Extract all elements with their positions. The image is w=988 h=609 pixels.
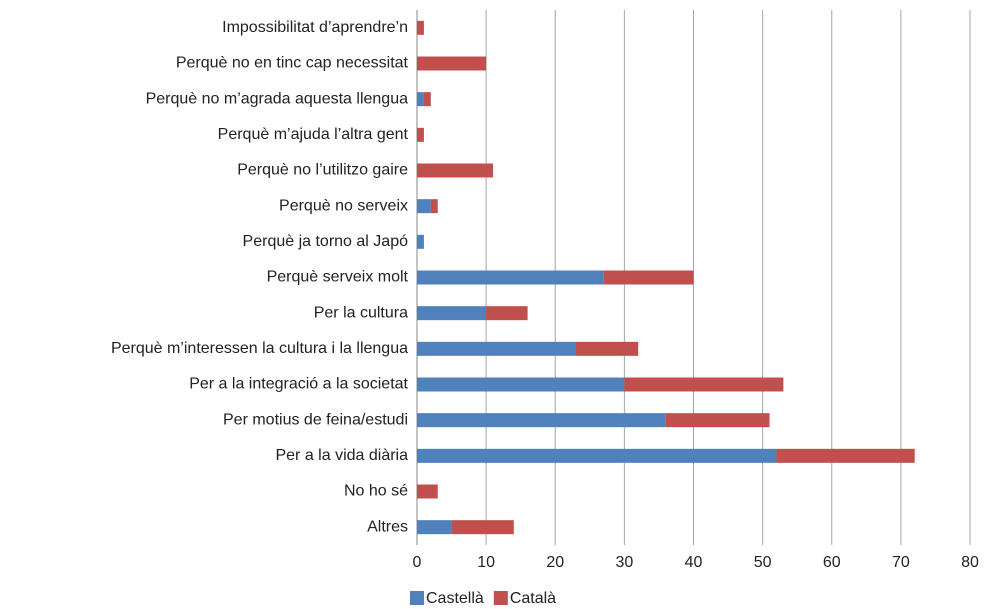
legend-swatch xyxy=(493,591,508,605)
y-tick-label: Per a la integració a la societat xyxy=(189,376,408,393)
bar-segment xyxy=(417,163,494,178)
y-tick-label: Per la cultura xyxy=(314,304,408,321)
y-tick-label: Perquè serveix molt xyxy=(267,269,409,286)
bar-segment xyxy=(417,306,487,321)
y-tick-label: Perquè no serveix xyxy=(279,197,408,214)
bar-segment xyxy=(417,270,604,285)
y-tick-label: Perquè no m’agrada aquesta llengua xyxy=(146,90,409,107)
y-tick-label: Perquè m’ajuda l’altra gent xyxy=(218,126,409,143)
y-tick-label: Perquè no l’utilitzo gaire xyxy=(237,162,408,179)
bar-segment xyxy=(417,484,438,499)
bar-segment xyxy=(624,377,784,392)
y-tick-label: Altres xyxy=(367,518,408,535)
bar-segment xyxy=(575,341,639,356)
x-tick-label: 0 xyxy=(413,554,422,571)
bar-segment xyxy=(451,520,514,535)
x-tick-label: 80 xyxy=(961,554,979,571)
y-tick-label: Perquè m’interessen la cultura i la llen… xyxy=(111,340,408,357)
bar-segment xyxy=(417,56,487,71)
bar-segment xyxy=(417,199,431,214)
bar-segment xyxy=(417,127,424,142)
y-tick-label: Per motius de feina/estudi xyxy=(223,411,408,428)
legend-swatch xyxy=(410,591,424,605)
legend-label: Castellà xyxy=(426,590,484,607)
x-tick-label: 30 xyxy=(615,554,633,571)
y-tick-label: Perquè no en tinc cap necessitat xyxy=(176,55,409,72)
x-tick-label: 50 xyxy=(754,554,772,571)
x-tick-label: 40 xyxy=(685,554,703,571)
bar-segment xyxy=(430,199,438,214)
legend-label: Català xyxy=(510,590,556,607)
x-tick-label: 60 xyxy=(823,554,841,571)
x-tick-label: 10 xyxy=(477,554,495,571)
bar-segment xyxy=(776,448,915,463)
bar-segment xyxy=(417,20,424,35)
bar-segment xyxy=(417,377,625,392)
y-tick-label: No ho sé xyxy=(344,483,408,500)
bar-segment xyxy=(417,234,424,249)
bar-segment xyxy=(486,306,528,321)
y-tick-label: Impossibilitat d’aprendre’n xyxy=(222,19,408,36)
y-tick-label: Per a la vida diària xyxy=(275,447,408,464)
bar-segment xyxy=(603,270,694,285)
bar-segment xyxy=(417,448,777,463)
bar-segment xyxy=(417,92,424,107)
y-tick-label: Perquè ja torno al Japó xyxy=(243,233,409,250)
bar-segment xyxy=(417,413,666,428)
bar-segment xyxy=(665,413,770,428)
bar-segment xyxy=(423,92,431,107)
bar-segment xyxy=(417,341,576,356)
bar-segment xyxy=(417,520,452,535)
x-tick-label: 20 xyxy=(546,554,564,571)
x-tick-label: 70 xyxy=(892,554,910,571)
